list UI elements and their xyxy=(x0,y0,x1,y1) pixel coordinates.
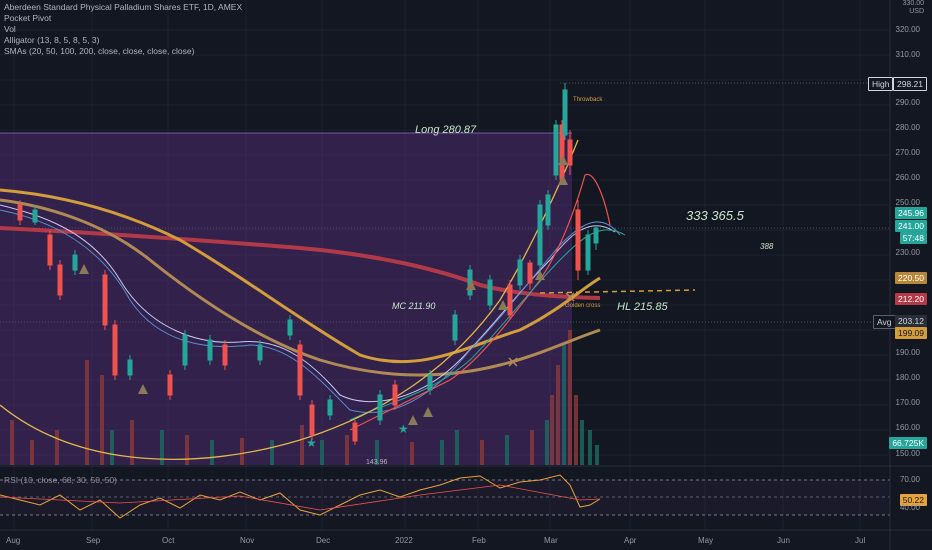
rsi-tick: 40.00 xyxy=(899,503,920,512)
price-tick: 280.00 xyxy=(895,123,920,132)
legend-pocket-pivot[interactable]: Pocket Pivot xyxy=(4,13,52,23)
avg-price-tag: 203.12 xyxy=(895,315,927,327)
rsi-tick: 70.00 xyxy=(899,475,920,484)
sma-50-line xyxy=(0,198,601,377)
price-tick: 290.00 xyxy=(895,98,920,107)
sma-orange-tag: 220.50 xyxy=(895,272,927,284)
alligator-lips xyxy=(0,204,616,402)
price-tick: 180.00 xyxy=(895,373,920,382)
pivot-markers xyxy=(79,155,568,425)
time-tick: Nov xyxy=(240,536,255,545)
time-tick: 2022 xyxy=(395,536,413,545)
time-tick: Sep xyxy=(86,536,101,545)
price-tick: 230.00 xyxy=(895,248,920,257)
throwback-label[interactable]: Throwback xyxy=(573,97,603,103)
volume-tag: 66.725K xyxy=(889,437,927,449)
price-tick: 250.00 xyxy=(895,198,920,207)
svg-text:★: ★ xyxy=(306,436,317,450)
time-tick: Apr xyxy=(624,536,637,545)
symbol-title[interactable]: Aberdeen Standard Physical Palladium Sha… xyxy=(4,2,243,12)
long-label[interactable]: Long 280.87 xyxy=(415,124,477,136)
rsi-signal-line xyxy=(0,484,601,511)
target2-label[interactable]: 388 xyxy=(760,242,774,251)
high-tag-label: High xyxy=(868,77,894,91)
time-tick: Mar xyxy=(544,536,558,545)
time-tick: Jun xyxy=(777,536,790,545)
sma-brown-tag: 199.09 xyxy=(895,327,927,339)
low-label: 143.96 xyxy=(366,459,388,466)
rsi-line xyxy=(0,474,601,519)
golden-cross-label[interactable]: Golden cross xyxy=(565,303,601,309)
time-tick: May xyxy=(698,536,714,545)
price-tick: 160.00 xyxy=(895,423,920,432)
time-tick: Feb xyxy=(472,536,486,545)
price-tick: 320.00 xyxy=(895,25,920,34)
last-price-tag: 241.00 xyxy=(895,220,927,232)
price-tick: 190.00 xyxy=(895,348,920,357)
sma-100-line xyxy=(0,188,601,364)
hl-label[interactable]: HL 215.85 xyxy=(617,301,668,313)
candles xyxy=(17,83,599,445)
price-tick: 270.00 xyxy=(895,148,920,157)
time-tick: Oct xyxy=(162,536,175,545)
long-position-box[interactable] xyxy=(0,133,572,465)
star-markers: ★ ★ xyxy=(306,422,409,450)
legend-alligator[interactable]: Alligator (13, 8, 5, 8, 5, 3) xyxy=(4,35,100,45)
target-label[interactable]: 333 365.5 xyxy=(686,208,744,223)
currency-label[interactable]: USD xyxy=(909,8,924,15)
price-tick: 170.00 xyxy=(895,398,920,407)
svg-text:★: ★ xyxy=(398,422,409,436)
alligator-teeth xyxy=(0,209,621,413)
sma-red-tag: 212.20 xyxy=(895,293,927,305)
price-tick: 150.00 xyxy=(895,449,920,458)
avg-tag-label: Avg xyxy=(873,315,896,329)
price-tick: 260.00 xyxy=(895,173,920,182)
legend-smas[interactable]: SMAs (20, 50, 100, 200, close, close, cl… xyxy=(4,46,195,56)
mc-label[interactable]: MC 211.90 xyxy=(392,301,436,311)
price-tick: 310.00 xyxy=(895,50,920,59)
rsi-value-tag: 50.22 xyxy=(899,494,927,506)
time-tick: Aug xyxy=(6,536,21,545)
time-tick: Dec xyxy=(316,536,331,545)
sma-green-tag: 245.96 xyxy=(895,207,927,219)
high-price-tag: 298.21 xyxy=(893,77,927,91)
volume-bars xyxy=(10,330,599,465)
indicator-legend[interactable]: Aberdeen Standard Physical Palladium Sha… xyxy=(4,2,242,57)
legend-volume[interactable]: Vol xyxy=(4,24,16,34)
bar-countdown: 57:48 xyxy=(899,232,927,244)
time-tick: Jul xyxy=(855,536,866,545)
rsi-legend[interactable]: RSI (10, close, 68, 30, 50, 50) xyxy=(4,475,117,485)
price-tick-top: 330.00 xyxy=(902,0,924,7)
hl-dashed-line[interactable] xyxy=(539,289,696,294)
cross-markers xyxy=(508,292,575,367)
